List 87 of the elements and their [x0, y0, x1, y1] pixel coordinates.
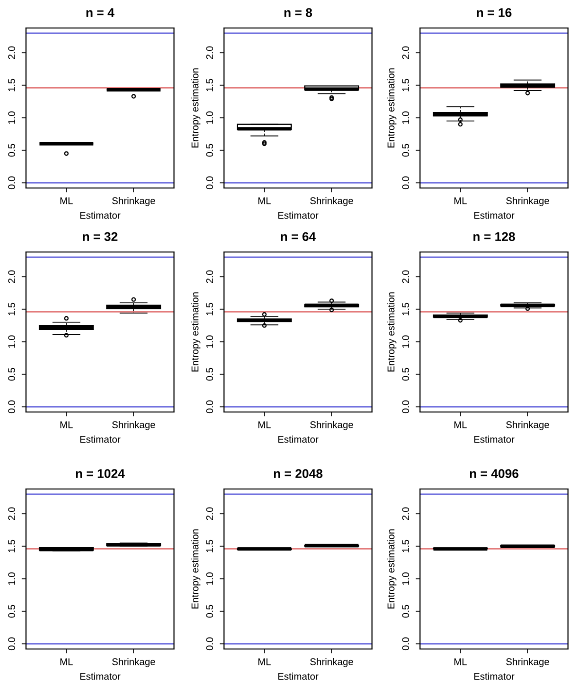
x-tick-label: ML	[60, 658, 73, 666]
x-tick-label: ML	[454, 658, 467, 666]
x-tick-label: Shrinkage	[112, 421, 156, 430]
chart-title: n = 8	[284, 8, 312, 18]
y-tick-label: 1.0	[206, 335, 214, 348]
y-axis-title: Entropy estimation	[191, 68, 200, 148]
x-tick-label: ML	[258, 658, 271, 666]
chart-title: n = 2048	[274, 469, 322, 478]
x-axis-title: Estimator	[278, 436, 318, 443]
x-axis-title: Estimator	[80, 436, 120, 443]
y-tick-label: 2.0	[402, 270, 410, 283]
x-axis-title: Estimator	[474, 212, 514, 219]
y-tick-label: 1.0	[8, 111, 16, 124]
y-tick-label: 2.0	[206, 270, 214, 283]
y-tick-label: 1.0	[206, 111, 214, 124]
y-tick-label: 0.5	[8, 604, 16, 618]
y-tick-label: 0.0	[206, 400, 214, 414]
chart-title: n = 1024	[76, 469, 125, 478]
y-tick-label: 0.0	[8, 176, 16, 190]
x-tick-label: ML	[454, 197, 467, 204]
y-tick-label: 1.5	[8, 302, 16, 316]
y-axis-title: Entropy estimation	[191, 529, 200, 608]
x-tick-label: Shrinkage	[506, 197, 550, 206]
x-axis-title: Estimator	[278, 672, 318, 680]
y-tick-label: 2.0	[206, 46, 214, 59]
y-tick-label: 1.0	[402, 572, 410, 585]
y-tick-label: 1.0	[8, 335, 16, 348]
x-tick-label: ML	[454, 421, 467, 428]
x-tick-label: Shrinkage	[310, 421, 354, 430]
y-tick-label: 1.0	[402, 111, 410, 124]
x-tick-label: Shrinkage	[506, 421, 550, 430]
x-tick-label: Shrinkage	[506, 658, 550, 668]
y-tick-label: 0.5	[402, 368, 410, 381]
chart-title: n = 4096	[470, 469, 518, 478]
y-tick-label: 2.0	[8, 46, 16, 59]
y-tick-label: 0.5	[8, 144, 16, 157]
x-axis-title: Estimator	[474, 436, 514, 443]
y-tick-label: 1.5	[206, 540, 214, 552]
y-axis-title: Entropy estimation	[387, 529, 396, 608]
x-axis-title: Estimator	[474, 672, 514, 680]
chart-title: n = 128	[473, 232, 515, 242]
y-tick-label: 1.0	[402, 335, 410, 348]
y-axis-title: Entropy estimation	[387, 292, 396, 372]
y-tick-label: 1.5	[8, 540, 16, 552]
y-tick-label: 1.5	[206, 78, 214, 92]
x-tick-label: Shrinkage	[112, 658, 156, 668]
x-tick-label: ML	[258, 197, 271, 204]
y-tick-label: 2.0	[8, 270, 16, 283]
y-tick-label: 0.0	[8, 637, 16, 650]
x-tick-label: Shrinkage	[310, 658, 354, 668]
chart-title: n = 16	[476, 8, 512, 18]
y-tick-label: 0.0	[402, 400, 410, 414]
y-tick-label: 2.0	[8, 507, 16, 520]
y-tick-label: 0.5	[206, 368, 214, 381]
chart-title: n = 64	[280, 232, 316, 242]
y-tick-label: 2.0	[402, 46, 410, 59]
x-tick-label: Shrinkage	[112, 197, 156, 206]
y-tick-label: 2.0	[206, 507, 214, 520]
x-axis-title: Estimator	[80, 212, 120, 219]
y-tick-label: 0.5	[8, 368, 16, 381]
x-axis-title: Estimator	[80, 672, 120, 680]
y-tick-label: 0.0	[8, 400, 16, 414]
y-axis-title: Entropy estimation	[387, 68, 396, 148]
y-tick-label: 2.0	[402, 507, 410, 520]
y-tick-label: 1.5	[8, 78, 16, 92]
y-tick-label: 0.0	[402, 637, 410, 650]
y-tick-label: 0.5	[206, 144, 214, 157]
y-tick-label: 1.0	[206, 572, 214, 585]
y-tick-label: 1.0	[8, 572, 16, 585]
y-tick-label: 1.5	[402, 540, 410, 552]
y-tick-label: 0.0	[402, 176, 410, 190]
chart-title: n = 4	[86, 8, 114, 17]
y-tick-label: 1.5	[402, 302, 410, 316]
x-tick-label: ML	[258, 421, 271, 428]
y-tick-label: 0.5	[402, 604, 410, 618]
y-tick-label: 0.0	[206, 176, 214, 190]
x-axis-title: Estimator	[278, 212, 318, 219]
y-tick-label: 1.5	[402, 78, 410, 92]
y-tick-label: 0.5	[402, 144, 410, 157]
y-tick-label: 1.5	[206, 302, 214, 316]
y-tick-label: 0.5	[206, 604, 214, 618]
x-tick-label: Shrinkage	[310, 197, 354, 206]
x-tick-label: ML	[60, 197, 73, 204]
y-tick-label: 0.0	[206, 637, 214, 650]
y-axis-title: Entropy estimation	[191, 292, 200, 372]
x-tick-label: ML	[60, 421, 73, 428]
chart-title: n = 32	[82, 232, 118, 242]
